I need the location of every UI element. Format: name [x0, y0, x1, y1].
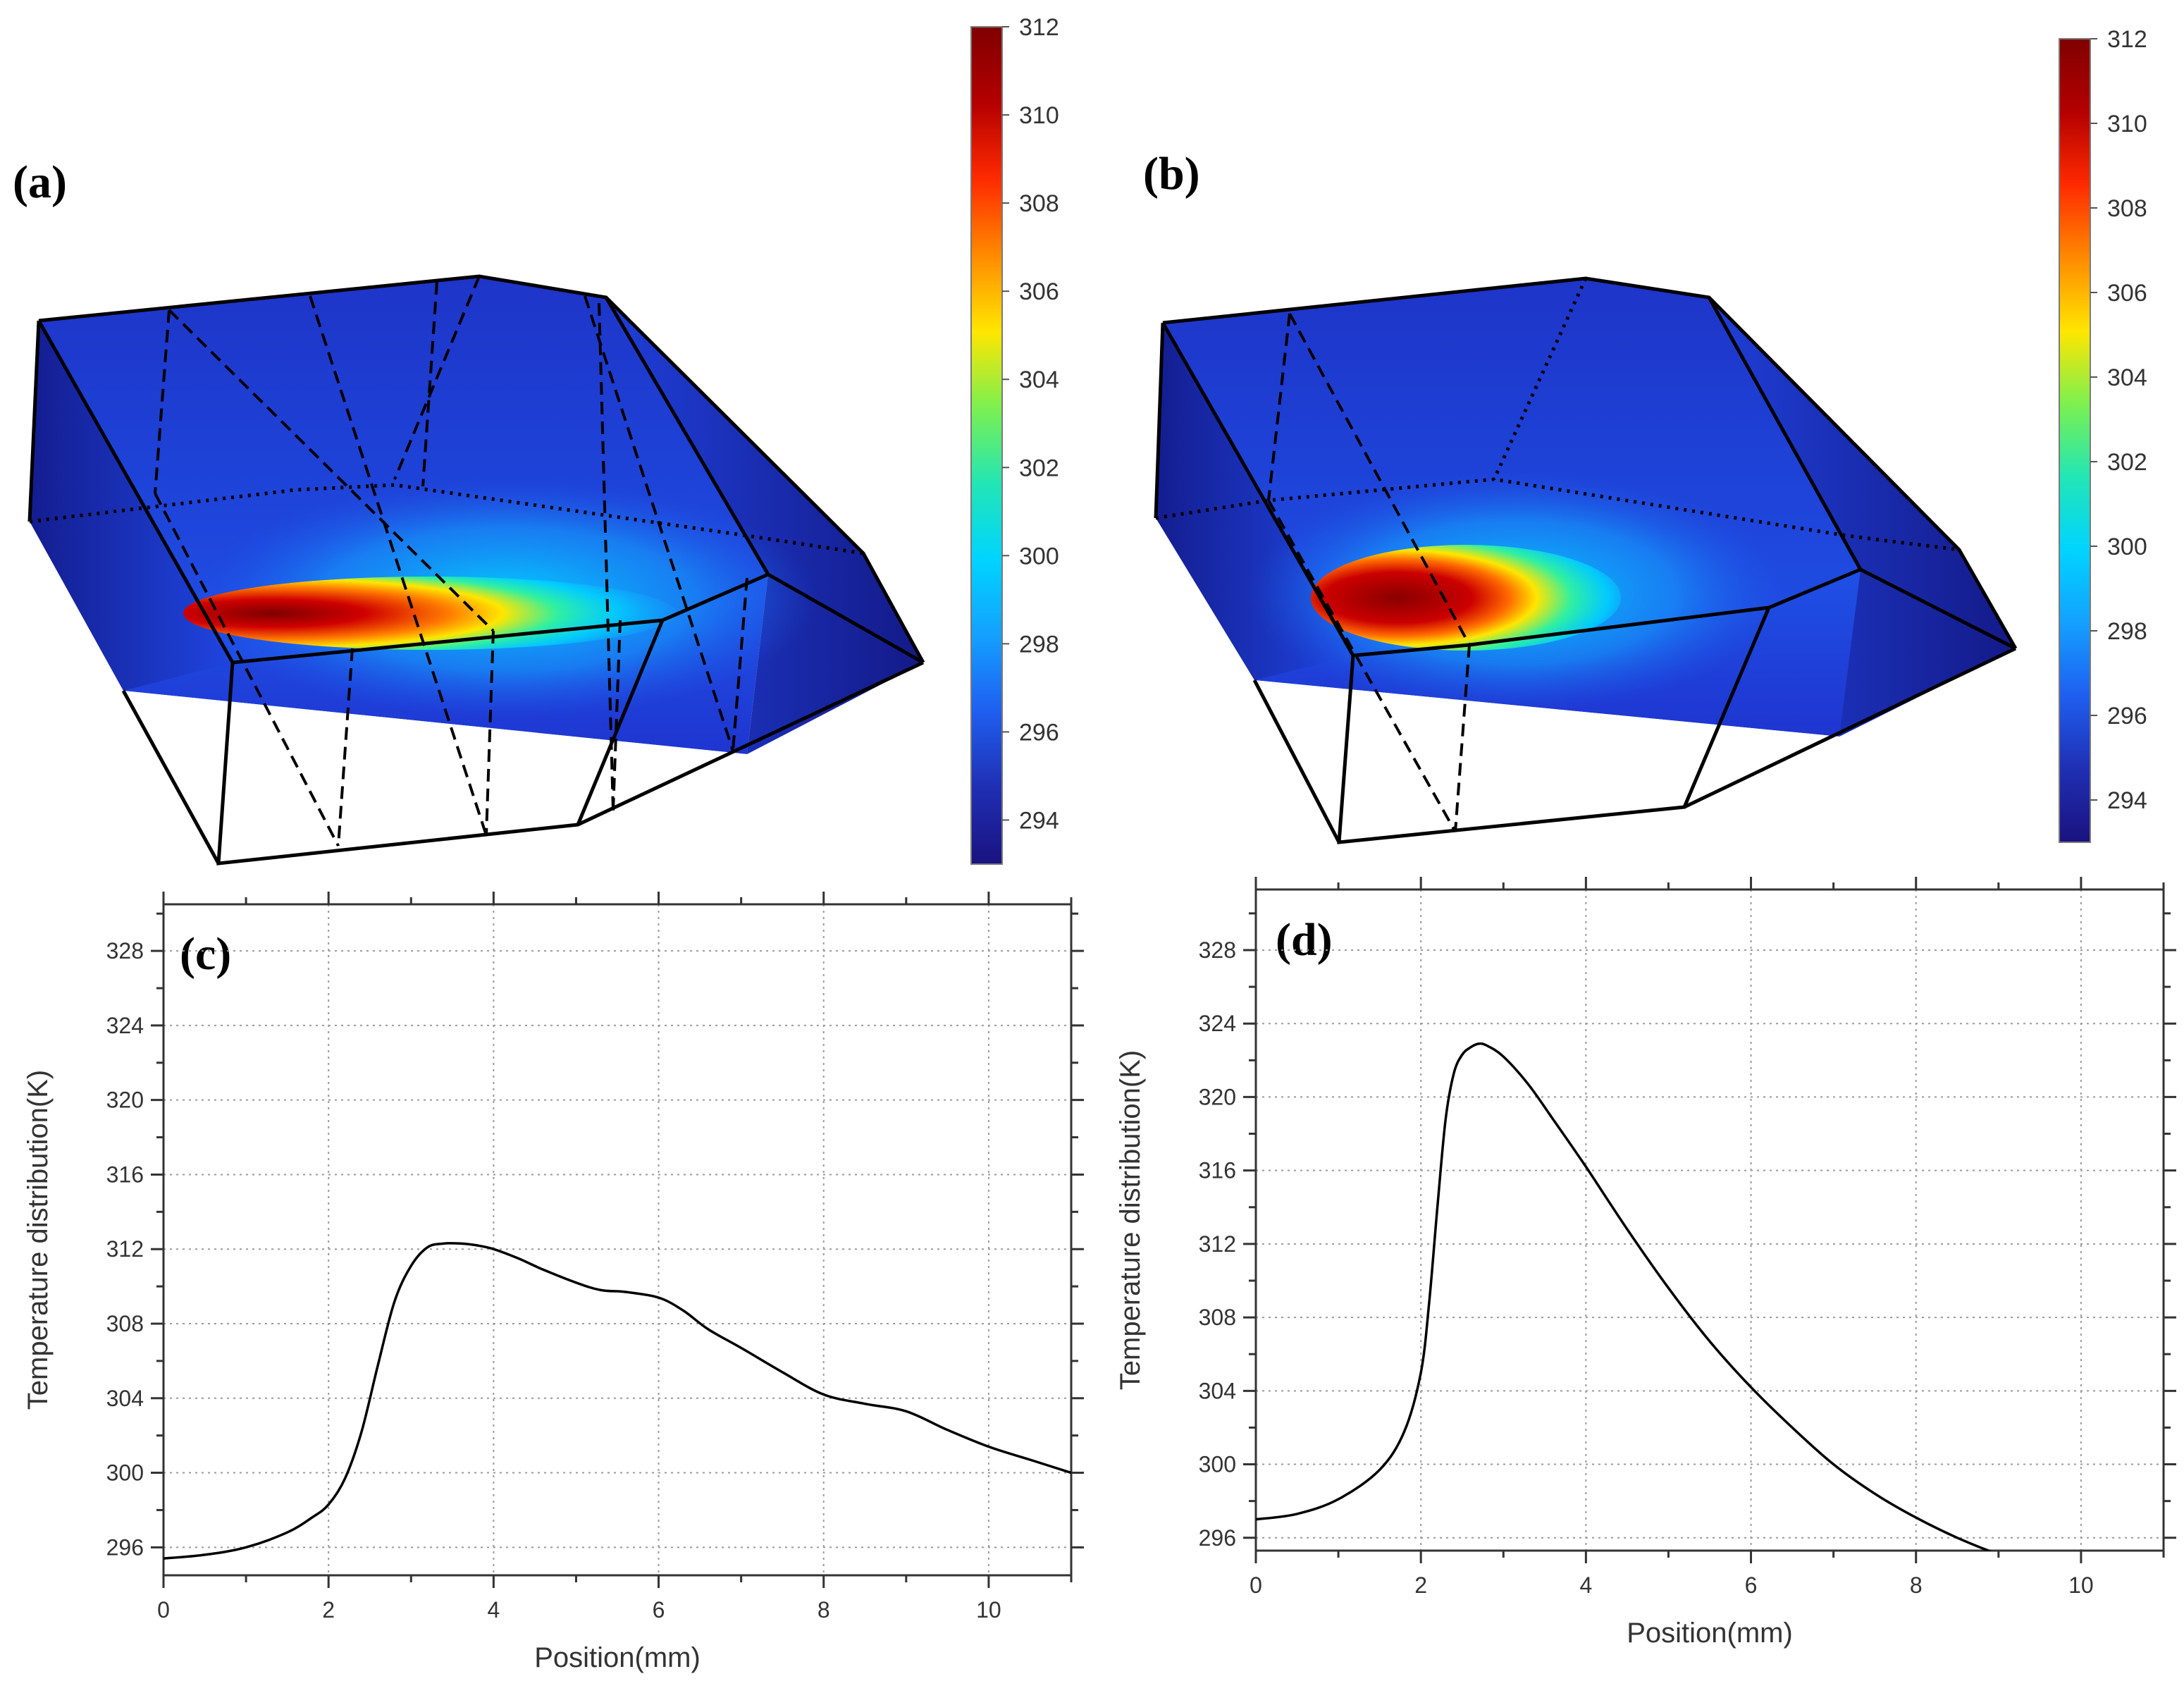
colorbar-tick-label: 312	[2107, 26, 2147, 53]
plot-frame	[1254, 888, 2165, 1552]
y-tick-label: 316	[106, 1162, 144, 1187]
y-axis-label: Temperature distribution(K)	[23, 1070, 54, 1410]
colorbar-tick-label: 308	[2107, 195, 2147, 222]
y-tick-label: 312	[1199, 1231, 1236, 1257]
colorbar-tick-label: 306	[2107, 280, 2147, 307]
colorbar-tick-label: 310	[2107, 111, 2147, 137]
colorbar-tick-label: 296	[1019, 719, 1059, 746]
y-tick-label: 300	[106, 1460, 144, 1486]
colorbar-tick-label: 296	[2107, 703, 2147, 729]
colorbar-tick-label: 308	[1019, 190, 1059, 217]
x-tick-label: 6	[653, 1597, 665, 1623]
x-tick-label: 0	[1250, 1572, 1262, 1598]
y-tick-label: 328	[106, 938, 144, 964]
y-tick-label: 304	[106, 1386, 144, 1411]
panel-a-3d	[27, 274, 925, 866]
colorbar-tick-label: 310	[1019, 102, 1059, 129]
panel-a-dotted-midline	[29, 483, 864, 555]
colorbar-gradient	[2059, 38, 2091, 843]
y-tick-label: 296	[106, 1534, 144, 1560]
panel-label-b: (b)	[1143, 148, 1200, 199]
panel-a-dashed-lines	[154, 276, 748, 846]
x-tick-label: 10	[2068, 1572, 2094, 1598]
colorbar-tick-label: 298	[2107, 618, 2147, 645]
x-tick-label: 8	[818, 1597, 830, 1623]
panel-b-wireframe	[1154, 276, 2018, 844]
panel-b-dashed-lines	[1267, 313, 1471, 832]
panel-b-dotted-midline	[1155, 477, 1960, 552]
panel-label-d: (d)	[1276, 914, 1333, 966]
y-tick-label: 324	[106, 1013, 144, 1038]
colorbar-tick-label: 300	[2107, 534, 2147, 560]
panel-label-a: (a)	[13, 156, 67, 208]
y-tick-label: 308	[1199, 1305, 1236, 1330]
y-axis-label: Temperature distribution(K)	[1115, 1050, 1146, 1390]
x-axis-label: Position(mm)	[534, 1642, 701, 1673]
x-tick-label: 0	[157, 1597, 170, 1623]
y-tick-label: 316	[1199, 1158, 1236, 1183]
colorbar-a: 294 296 298 300 302 304 306 308 310 312	[970, 14, 1059, 865]
y-tick-label: 328	[1199, 937, 1236, 963]
x-tick-label: 8	[1910, 1572, 1923, 1598]
chart-d: 0 2 4 6 8 10 296 300 304 308 312 316 320 324 328 Positi…	[1115, 877, 2176, 1649]
colorbar-tick-label: 294	[2107, 787, 2147, 814]
x-tick-label: 6	[1745, 1572, 1758, 1598]
colorbar-gradient	[970, 26, 1003, 865]
y-tick-label: 320	[106, 1088, 144, 1113]
colorbar-tick-label: 294	[1019, 807, 1059, 834]
colorbar-tick-label: 302	[1019, 455, 1059, 481]
x-tick-label: 4	[1579, 1572, 1592, 1598]
x-tick-label: 10	[976, 1597, 1001, 1623]
y-tick-label: 324	[1199, 1011, 1236, 1036]
colorbar-tick-label: 306	[1019, 278, 1059, 305]
panel-a-hotspot	[183, 577, 677, 650]
colorbar-b: 294 296 298 300 302 304 306 308 310 312	[2059, 26, 2147, 843]
x-tick-label: 4	[487, 1597, 500, 1623]
chart-c: 0 2 4 6 8 10 296 300 304 308 312 316 320 324 328 Positi…	[23, 892, 1084, 1673]
plot-frame	[162, 903, 1073, 1577]
panel-a-right-face	[606, 297, 923, 754]
x-axis-label: Position(mm)	[1627, 1618, 1793, 1649]
panel-a-wireframe	[27, 274, 925, 866]
temperature-series-line	[164, 1242, 1071, 1560]
y-tick-label: 300	[1199, 1452, 1236, 1477]
colorbar-tick-label: 302	[2107, 449, 2147, 476]
colorbar-tick-label: 304	[1019, 367, 1059, 393]
colorbar-tick-label: 300	[1019, 543, 1059, 570]
y-tick-label: 312	[106, 1236, 144, 1262]
y-tick-label: 296	[1199, 1525, 1236, 1551]
colorbar-tick-label: 304	[2107, 364, 2147, 391]
panel-b-right-face	[1709, 297, 2016, 737]
x-tick-label: 2	[322, 1597, 335, 1623]
y-tick-label: 320	[1199, 1084, 1236, 1109]
x-tick-label: 2	[1414, 1572, 1427, 1598]
colorbar-tick-label: 298	[1019, 631, 1059, 658]
panel-label-c: (c)	[180, 928, 231, 980]
panel-b-hotspot	[1311, 545, 1621, 651]
temperature-series-line	[1256, 1042, 1992, 1551]
y-tick-label: 308	[106, 1311, 144, 1336]
panel-a-bottom-white	[120, 691, 747, 863]
panel-b-3d	[1154, 276, 2018, 844]
panel-b-dotted-ridge	[1492, 277, 1588, 481]
y-tick-label: 304	[1199, 1378, 1236, 1403]
colorbar-tick-label: 312	[1019, 14, 1059, 41]
panel-a-left-face	[30, 321, 233, 691]
